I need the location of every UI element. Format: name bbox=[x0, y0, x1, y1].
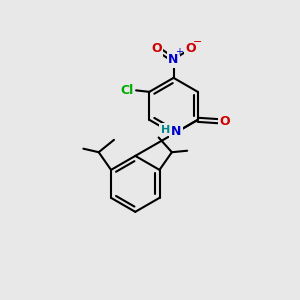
Text: Cl: Cl bbox=[121, 84, 134, 97]
Text: −: − bbox=[192, 37, 202, 47]
Text: O: O bbox=[151, 42, 162, 55]
Text: O: O bbox=[185, 42, 196, 55]
Text: O: O bbox=[220, 115, 230, 128]
Text: +: + bbox=[176, 47, 183, 57]
Text: N: N bbox=[168, 53, 179, 66]
Text: H: H bbox=[161, 125, 170, 135]
Text: N: N bbox=[171, 125, 181, 138]
